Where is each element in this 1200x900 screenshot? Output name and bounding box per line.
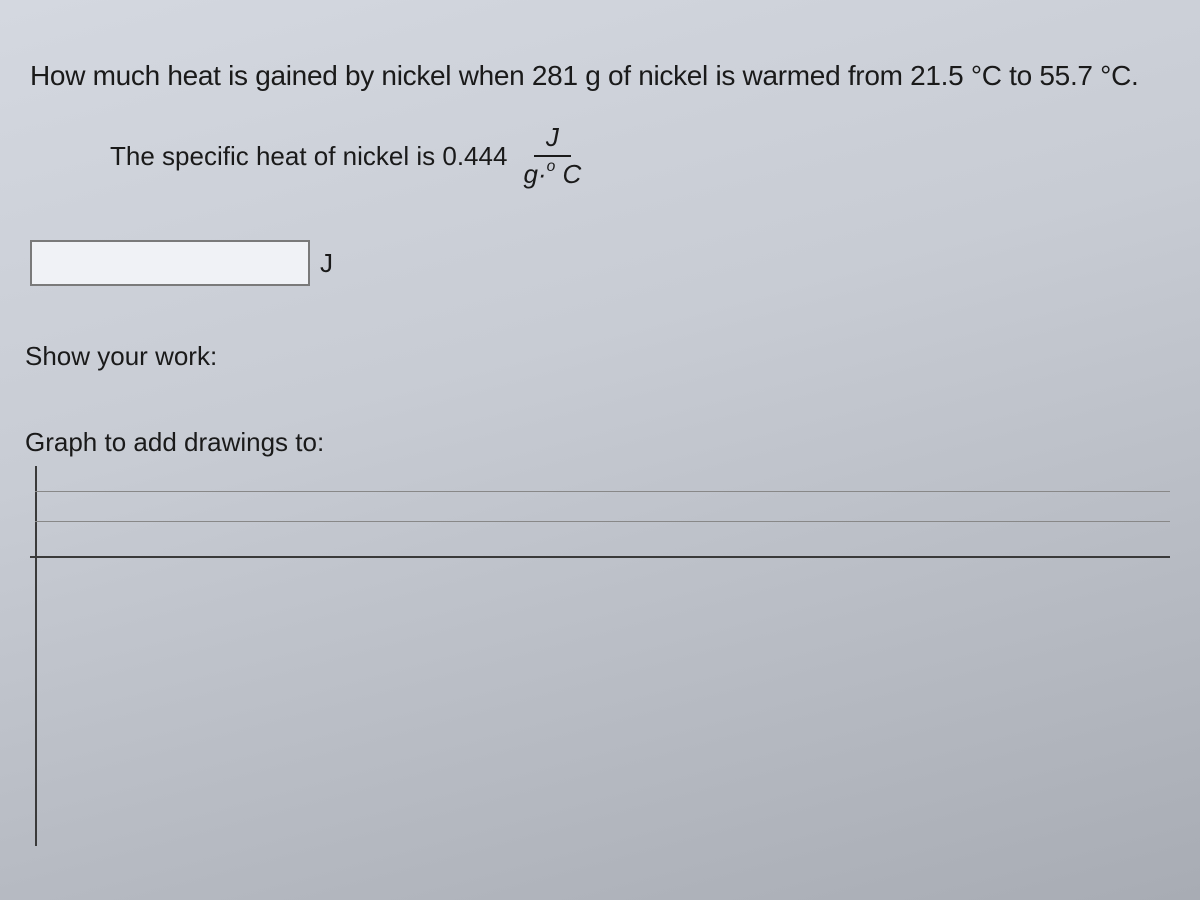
fraction-denominator: g·o C bbox=[515, 157, 589, 190]
answer-row: J bbox=[30, 240, 1170, 286]
fraction-numerator: J bbox=[534, 122, 571, 157]
specific-heat-prefix: The specific heat of nickel is 0.444 bbox=[110, 141, 507, 172]
graph-hline bbox=[35, 491, 1170, 492]
question-text: How much heat is gained by nickel when 2… bbox=[30, 60, 1170, 92]
graph-label: Graph to add drawings to: bbox=[25, 427, 1170, 458]
graph-hline bbox=[35, 521, 1170, 522]
den-c: C bbox=[563, 159, 582, 189]
graph-x-axis bbox=[30, 556, 1170, 558]
specific-heat-fraction: J g·o C bbox=[515, 122, 589, 190]
show-work-label: Show your work: bbox=[25, 341, 1170, 372]
den-g: g bbox=[523, 159, 537, 189]
specific-heat-line: The specific heat of nickel is 0.444 J g… bbox=[110, 122, 1170, 190]
graph-area[interactable] bbox=[30, 466, 1170, 846]
answer-input[interactable] bbox=[30, 240, 310, 286]
graph-y-axis bbox=[35, 466, 37, 846]
graph-tick bbox=[30, 556, 42, 557]
den-dot: · bbox=[538, 159, 547, 189]
den-degree: o bbox=[547, 158, 556, 175]
answer-unit: J bbox=[320, 248, 333, 279]
